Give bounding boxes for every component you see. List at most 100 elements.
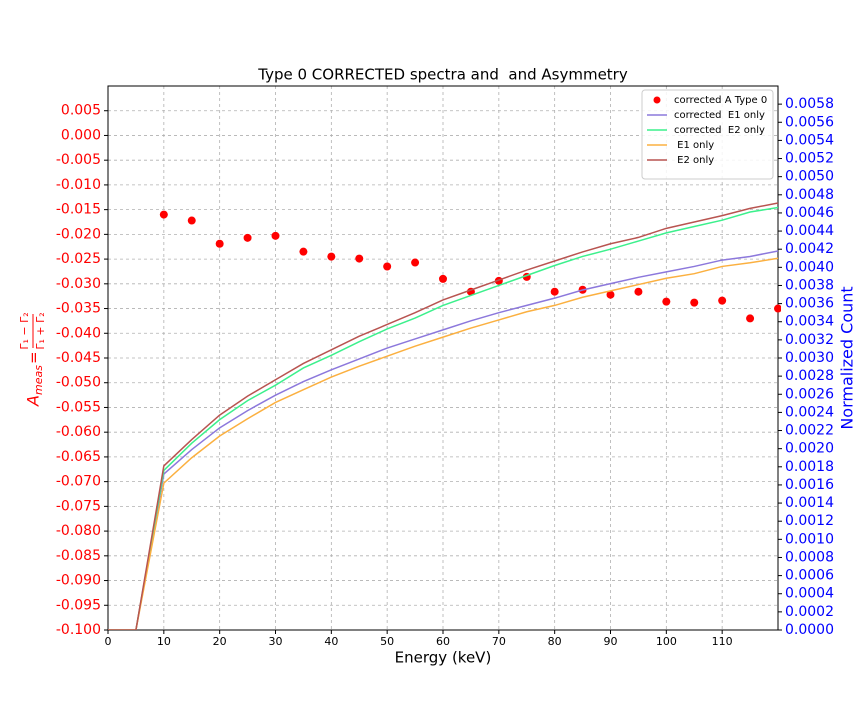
y2-tick-label: 0.0028 bbox=[785, 368, 834, 384]
y2-tick-label: 0.0026 bbox=[785, 386, 834, 402]
y2-tick-label: 0.0032 bbox=[785, 332, 834, 348]
series-line bbox=[108, 257, 779, 630]
legend-label: E1 only bbox=[674, 140, 714, 151]
y-tick-label: -0.030 bbox=[56, 276, 101, 292]
y2-tick-label: 0.0010 bbox=[785, 531, 834, 547]
series-line bbox=[108, 202, 779, 630]
point bbox=[243, 233, 252, 242]
y2-tick-label: 0.0034 bbox=[785, 314, 834, 330]
y-tick-label: -0.050 bbox=[56, 375, 101, 391]
y2-tick-label: 0.0056 bbox=[785, 114, 834, 130]
legend-label: corrected E2 only bbox=[674, 125, 765, 136]
y2-tick-label: 0.0030 bbox=[785, 350, 834, 366]
y2-tick-label: 0.0048 bbox=[785, 187, 834, 203]
legend-marker bbox=[653, 96, 661, 104]
series-line bbox=[108, 250, 779, 630]
x-tick-label: 40 bbox=[324, 635, 338, 648]
y-tick-label: -0.025 bbox=[56, 251, 101, 267]
y2-tick-label: 0.0006 bbox=[785, 568, 834, 584]
x-tick-label: 60 bbox=[436, 635, 450, 648]
y-tick-label: -0.070 bbox=[56, 474, 101, 490]
y2-tick-label: 0.0052 bbox=[785, 151, 834, 167]
y-tick-label: -0.080 bbox=[56, 523, 101, 539]
y-tick-label: -0.075 bbox=[56, 498, 101, 514]
y2-tick-label: 0.0036 bbox=[785, 296, 834, 312]
y-label-denominator: Γ₁ + Γ₂ bbox=[34, 312, 47, 349]
point bbox=[215, 239, 224, 248]
y-tick-label: -0.045 bbox=[56, 350, 101, 366]
y-label-symbol: A bbox=[24, 395, 43, 407]
point bbox=[187, 216, 196, 225]
y2-tick-label: 0.0022 bbox=[785, 423, 834, 439]
y-tick-label: 0.000 bbox=[61, 127, 101, 143]
legend-label: corrected A Type 0 bbox=[674, 95, 767, 106]
x-tick-label: 20 bbox=[213, 635, 227, 648]
y2-tick-label: 0.0012 bbox=[785, 513, 834, 529]
y2-tick-label: 0.0054 bbox=[785, 132, 834, 148]
point bbox=[746, 314, 755, 323]
point bbox=[662, 297, 671, 306]
legend-box bbox=[641, 89, 774, 180]
point bbox=[718, 296, 727, 305]
y-tick-label: -0.065 bbox=[56, 449, 101, 465]
y-tick-label: -0.100 bbox=[56, 622, 101, 638]
point bbox=[327, 252, 336, 261]
y2-tick-label: 0.0000 bbox=[785, 622, 834, 638]
y-tick-label: -0.040 bbox=[56, 325, 101, 341]
x-tick-label: 100 bbox=[656, 635, 677, 648]
y-axis-label: A meas = Γ₁ − Γ₂ Γ₁ + Γ₂ bbox=[18, 312, 47, 407]
y-tick-label: -0.060 bbox=[56, 424, 101, 440]
y2-tick-label: 0.0020 bbox=[785, 441, 834, 457]
y-tick-label: -0.055 bbox=[56, 399, 101, 415]
point bbox=[299, 247, 308, 256]
y-tick-label: -0.010 bbox=[56, 177, 101, 193]
y2-tick-label: 0.0046 bbox=[785, 205, 834, 221]
y2-tick-label: 0.0002 bbox=[785, 604, 834, 620]
point bbox=[439, 274, 447, 283]
point bbox=[550, 287, 559, 296]
y-tick-label: -0.015 bbox=[56, 202, 101, 218]
chart-title: Type 0 CORRECTED spectra and and Asymmet… bbox=[257, 66, 628, 84]
y2-tick-label: 0.0024 bbox=[785, 404, 834, 420]
y2-tick-label: 0.0038 bbox=[785, 277, 834, 293]
point bbox=[355, 254, 364, 263]
x-tick-label: 110 bbox=[712, 635, 733, 648]
x-tick-label: 0 bbox=[105, 635, 112, 648]
point bbox=[159, 210, 168, 219]
x-tick-label: 50 bbox=[380, 635, 394, 648]
y2-tick-label: 0.0004 bbox=[785, 586, 834, 602]
legend-label: corrected E1 only bbox=[674, 110, 765, 121]
series-line bbox=[108, 206, 779, 630]
y2-tick-label: 0.0058 bbox=[785, 96, 834, 112]
y-tick-label: -0.035 bbox=[56, 301, 101, 317]
y2-tick-label: 0.0018 bbox=[785, 459, 834, 475]
point bbox=[383, 262, 392, 271]
x-tick-label: 80 bbox=[548, 635, 562, 648]
point bbox=[606, 290, 615, 299]
y-tick-label: -0.095 bbox=[56, 597, 101, 613]
y2-tick-label: 0.0044 bbox=[785, 223, 834, 239]
point bbox=[634, 287, 643, 296]
y2-axis-label: Normalized Count bbox=[838, 286, 857, 429]
x-axis-label: Energy (keV) bbox=[395, 649, 492, 667]
y-tick-label: 0.005 bbox=[61, 103, 101, 119]
plot-area bbox=[108, 202, 781, 630]
y2-tick-label: 0.0008 bbox=[785, 549, 834, 565]
y-label-subscript: meas bbox=[32, 365, 45, 395]
y-label-equals: = bbox=[25, 351, 43, 364]
point bbox=[690, 298, 699, 307]
y-tick-label: -0.020 bbox=[56, 226, 101, 242]
x-tick-label: 10 bbox=[157, 635, 171, 648]
y2-tick-label: 0.0016 bbox=[785, 477, 834, 493]
y2-tick-label: 0.0040 bbox=[785, 259, 834, 275]
legend-label: E2 only bbox=[674, 155, 714, 166]
x-tick-label: 30 bbox=[269, 635, 283, 648]
x-tick-label: 90 bbox=[604, 635, 618, 648]
y2-tick-label: 0.0042 bbox=[785, 241, 834, 257]
y-tick-label: -0.085 bbox=[56, 548, 101, 564]
x-tick-label: 70 bbox=[492, 635, 506, 648]
y-tick-label: -0.090 bbox=[56, 573, 101, 589]
y-tick-label: -0.005 bbox=[56, 152, 101, 168]
y2-tick-label: 0.0050 bbox=[785, 169, 834, 185]
y-label-numerator: Γ₁ − Γ₂ bbox=[18, 312, 31, 349]
